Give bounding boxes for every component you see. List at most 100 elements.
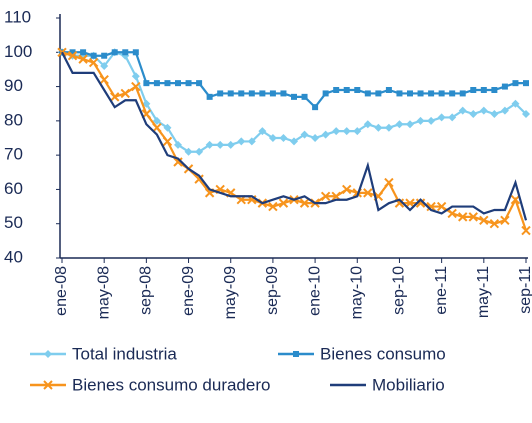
point <box>226 140 235 149</box>
x-tick-label: may-09 <box>222 266 239 319</box>
point <box>321 130 330 139</box>
point <box>153 80 160 87</box>
x-tick-label: may-10 <box>348 266 365 319</box>
point <box>142 99 151 108</box>
point <box>458 212 468 222</box>
point <box>363 120 372 129</box>
point <box>90 52 97 59</box>
point <box>280 90 287 97</box>
point <box>311 134 320 142</box>
point <box>131 81 141 92</box>
x-tick-label: sep-10 <box>391 266 408 315</box>
x-tick-label: may-11 <box>475 266 492 318</box>
point <box>99 75 109 85</box>
point <box>227 90 234 97</box>
point <box>205 140 214 149</box>
point <box>342 184 352 195</box>
y-tick-label: 110 <box>4 7 31 26</box>
x-tick-label: may-08 <box>95 266 112 319</box>
point <box>523 80 529 87</box>
point <box>459 90 466 97</box>
legend-marker <box>43 380 53 390</box>
point <box>436 201 447 212</box>
y-tick-label: 90 <box>4 76 23 95</box>
y-tick-label: 70 <box>4 145 23 164</box>
point <box>152 116 161 125</box>
point <box>194 174 204 184</box>
point <box>521 225 531 236</box>
point <box>470 87 477 93</box>
point <box>489 219 500 229</box>
point <box>247 137 256 146</box>
point <box>164 80 171 87</box>
x-tick-label: sep-11 <box>517 266 532 314</box>
point <box>184 147 193 156</box>
point <box>468 212 478 222</box>
x-tick-label: ene-11 <box>433 266 450 315</box>
point <box>152 123 162 133</box>
point <box>88 57 99 68</box>
point <box>364 90 371 97</box>
point <box>312 104 319 111</box>
point <box>269 90 276 97</box>
point <box>354 87 361 93</box>
point <box>353 127 362 136</box>
point <box>216 140 225 149</box>
point <box>163 123 172 132</box>
point <box>120 88 130 99</box>
point <box>406 120 414 129</box>
point <box>299 198 310 208</box>
point <box>428 90 435 97</box>
point <box>458 106 467 115</box>
point <box>143 80 150 87</box>
point <box>479 215 489 225</box>
point <box>427 116 436 125</box>
point <box>278 198 289 208</box>
point <box>196 80 203 87</box>
y-tick-label: 50 <box>4 213 23 232</box>
y-tick-label: 100 <box>4 42 32 61</box>
y-tick-label: 60 <box>4 179 23 198</box>
legend-marker <box>293 351 299 357</box>
point <box>395 120 404 129</box>
point <box>259 90 266 97</box>
point <box>258 127 267 136</box>
point <box>206 93 213 100</box>
point <box>78 54 88 64</box>
point <box>279 134 288 142</box>
point <box>417 90 424 97</box>
point <box>69 49 76 56</box>
point <box>333 87 340 93</box>
point <box>268 201 278 212</box>
point <box>510 195 521 205</box>
point <box>268 134 277 142</box>
point <box>416 116 425 125</box>
x-tick-label: ene-08 <box>53 266 70 316</box>
point <box>447 208 457 219</box>
point <box>300 130 309 139</box>
legend-label: Mobiliario <box>372 375 445 394</box>
point <box>374 123 383 132</box>
point <box>80 49 87 56</box>
y-tick-label: 80 <box>4 110 23 129</box>
point <box>407 90 413 97</box>
point <box>322 90 329 97</box>
point <box>384 123 393 132</box>
point <box>490 110 499 118</box>
point <box>511 99 520 108</box>
point <box>405 198 415 208</box>
legend-label: Bienes consumo <box>320 344 446 363</box>
point <box>195 147 204 156</box>
point <box>174 140 182 149</box>
point <box>480 87 487 93</box>
point <box>110 92 120 102</box>
x-tick-label: sep-09 <box>264 266 281 315</box>
point <box>67 51 78 61</box>
point <box>122 49 129 56</box>
point <box>449 90 456 97</box>
y-tick-label: 40 <box>4 247 23 266</box>
point <box>448 113 457 122</box>
point <box>384 177 394 188</box>
legend-label: Bienes consumo duradero <box>72 375 270 394</box>
point <box>173 157 183 167</box>
